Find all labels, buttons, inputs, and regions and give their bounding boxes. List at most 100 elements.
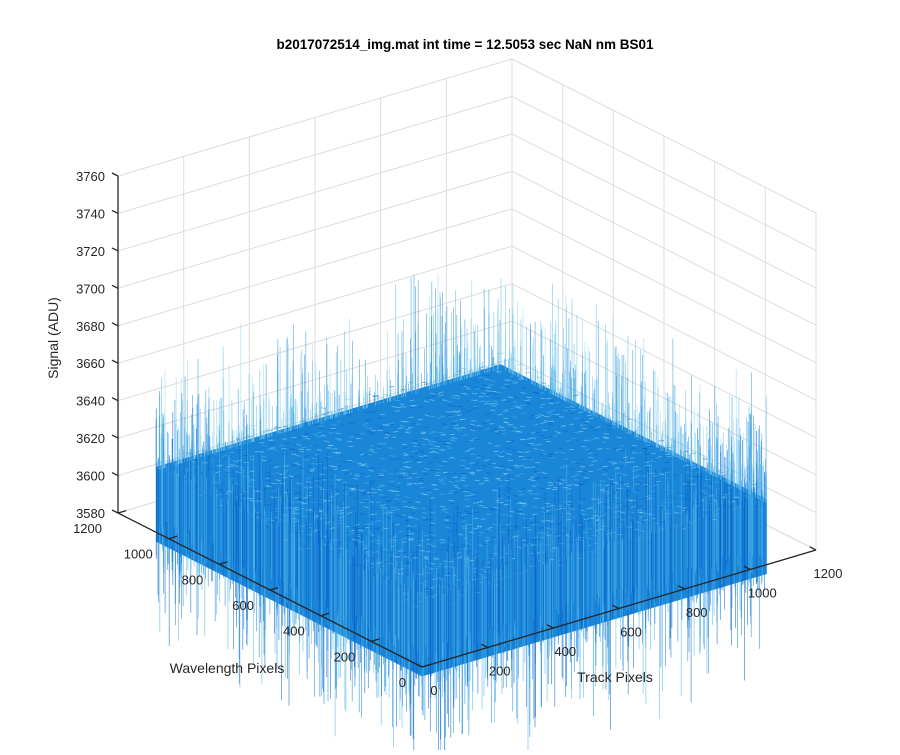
surface-noise-stroke (584, 478, 589, 479)
chart-title: b2017072514_img.mat int time = 12.5053 s… (276, 37, 654, 52)
z-tick-label-6: 3700 (76, 281, 105, 296)
z-tick-mark (112, 285, 118, 288)
z-tick-label-5: 3680 (76, 319, 105, 334)
surface-noise-stroke (531, 432, 536, 433)
surface-layer (156, 273, 767, 750)
surface-noise-stroke (499, 474, 504, 475)
surface-noise-stroke (612, 464, 617, 465)
surface-noise-stroke (457, 430, 462, 431)
x-tick-label-0: 0 (430, 683, 437, 698)
y-tick-label-0: 0 (399, 675, 406, 690)
surface-noise-stroke (501, 400, 506, 401)
surface-noise-stroke (271, 485, 276, 486)
surface-noise-stroke (229, 464, 234, 465)
surface-noise-stroke (426, 501, 431, 502)
z-tick-mark (112, 173, 118, 176)
surface-noise-stroke (436, 471, 441, 472)
z-tick-mark (112, 473, 118, 476)
surface-noise-stroke (487, 473, 492, 474)
z-tick-mark (112, 398, 118, 401)
surface-noise-stroke (391, 524, 396, 525)
surface-noise-stroke (490, 410, 495, 411)
surface-noise-stroke (607, 468, 612, 469)
surface-noise-stroke (538, 442, 543, 443)
surface-noise-stroke (474, 518, 479, 519)
surface-noise-stroke (488, 464, 493, 465)
surface-noise-stroke (429, 444, 434, 445)
surface-noise-stroke (382, 470, 387, 471)
z-tick-mark (112, 510, 118, 513)
z-tick-label-0: 3580 (76, 506, 105, 521)
surface-noise-stroke (383, 425, 388, 426)
surface-noise-stroke (616, 473, 621, 474)
surface-noise-stroke (613, 434, 618, 435)
surface-noise-stroke (597, 449, 602, 450)
surface-noise-stroke (477, 426, 482, 427)
surface-noise-stroke (377, 487, 382, 488)
z-tick-label-9: 3760 (76, 169, 105, 184)
surface-noise-stroke (388, 448, 393, 449)
surface-noise-stroke (451, 440, 456, 441)
x-axis-label: Track Pixels (577, 669, 653, 685)
surface-noise-stroke (489, 404, 494, 405)
surface-noise-stroke (349, 528, 354, 529)
x-tick-label-6: 1200 (814, 566, 843, 581)
z-axis-label: Signal (ADU) (45, 297, 61, 379)
surface-noise-stroke (314, 425, 319, 426)
z-tick-label-1: 3600 (76, 469, 105, 484)
surface-noise-stroke (421, 517, 426, 518)
surface-noise-stroke (517, 408, 522, 409)
surface-noise-stroke (501, 430, 506, 431)
surface-noise-stroke (240, 472, 245, 473)
surface-noise-stroke (464, 492, 469, 493)
x-tick-label-5: 1000 (748, 586, 777, 601)
surface-noise-stroke (569, 428, 574, 429)
z-tick-label-7: 3720 (76, 244, 105, 259)
surface-noise-stroke (331, 428, 336, 429)
surface-noise-stroke (520, 426, 525, 427)
surface-noise-stroke (462, 475, 467, 476)
z-tick-mark (112, 360, 118, 363)
z-tick-label-3: 3640 (76, 394, 105, 409)
y-tick-label-5: 1000 (124, 547, 153, 562)
surface-noise-stroke (401, 407, 406, 408)
x-tick-label-2: 400 (554, 644, 576, 659)
x-tick-mark (810, 547, 816, 550)
surface-noise-stroke (411, 494, 416, 495)
surface-noise-stroke (637, 482, 642, 483)
surface-noise-stroke (439, 481, 444, 482)
surface-noise-stroke (400, 390, 405, 391)
surface-noise-stroke (395, 420, 400, 421)
y-tick-label-3: 600 (232, 598, 254, 613)
z-tick-mark (112, 323, 118, 326)
surface-noise-stroke (388, 535, 393, 536)
surface-noise-stroke (603, 466, 608, 467)
x-tick-label-4: 800 (686, 605, 708, 620)
surface-noise-stroke (332, 449, 337, 450)
surface-noise-stroke (544, 386, 549, 387)
x-tick-label-3: 600 (620, 625, 642, 640)
surface-noise-stroke (531, 445, 536, 446)
y-tick-label-4: 800 (182, 572, 204, 587)
surface-noise-stroke (557, 433, 562, 434)
z-tick-label-4: 3660 (76, 356, 105, 371)
surface-noise-stroke (340, 425, 345, 426)
y-tick-mark (118, 511, 126, 513)
z-tick-label-2: 3620 (76, 431, 105, 446)
surface-noise-stroke (555, 414, 560, 415)
surface-noise-stroke (340, 454, 345, 455)
y-tick-label-6: 1200 (73, 521, 102, 536)
surface-noise-stroke (540, 398, 545, 399)
surface-noise-stroke (518, 364, 523, 365)
z-tick-mark (112, 435, 118, 438)
surface-noise-stroke (522, 459, 527, 460)
y-tick-label-1: 200 (334, 649, 356, 664)
surface-noise-stroke (333, 473, 338, 474)
z-tick-label-8: 3740 (76, 206, 105, 221)
surface-noise-stroke (619, 483, 624, 484)
surface-noise-stroke (496, 478, 501, 479)
z-tick-mark (112, 248, 118, 251)
surface-noise-stroke (441, 464, 446, 465)
